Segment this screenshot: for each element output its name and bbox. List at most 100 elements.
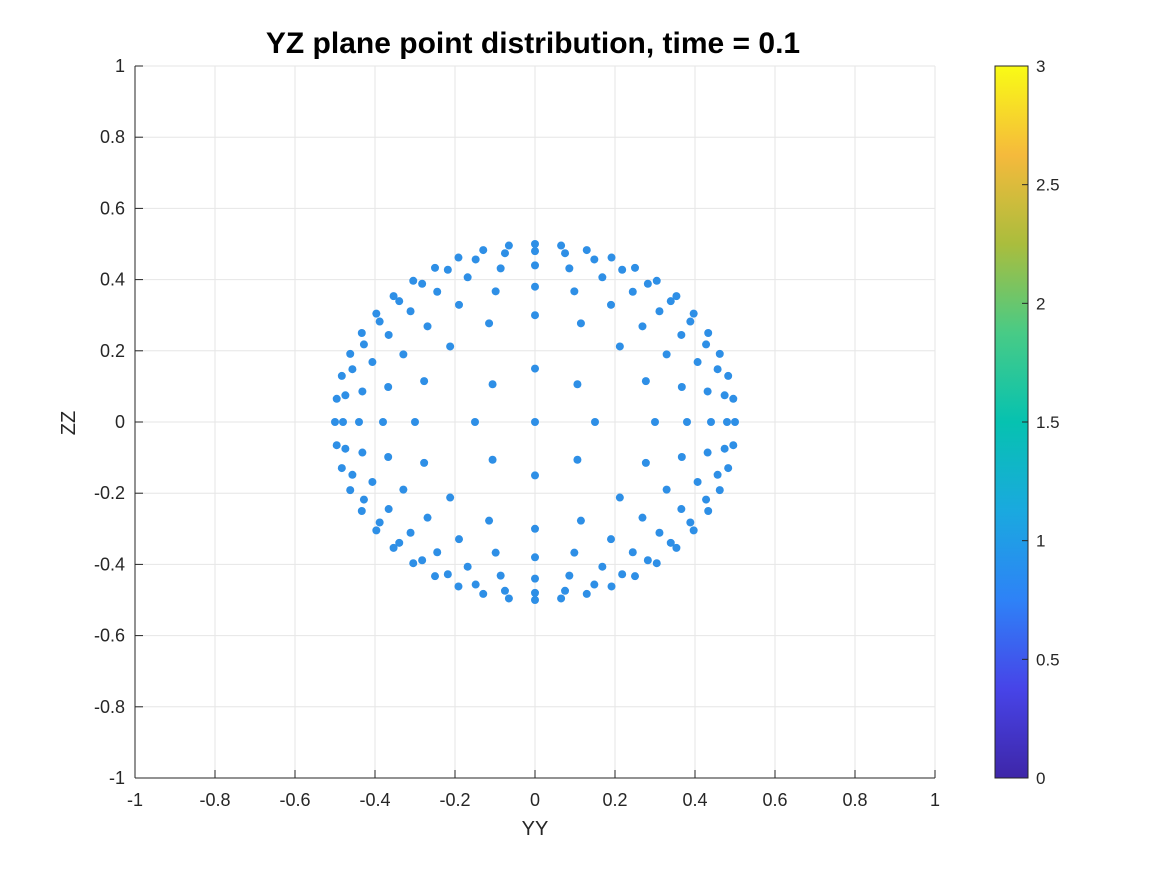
data-point (355, 418, 363, 426)
y-tick-label: -0.2 (94, 483, 125, 503)
data-point (707, 418, 715, 426)
data-point (531, 418, 539, 426)
colorbar-tick-label: 0.5 (1036, 650, 1060, 669)
data-point (652, 559, 661, 568)
data-point (531, 364, 539, 373)
data-point (715, 486, 724, 495)
data-point (573, 380, 582, 389)
data-point (357, 507, 366, 515)
data-point (409, 559, 418, 568)
data-point (337, 371, 346, 380)
chart-title: YZ plane point distribution, time = 0.1 (266, 27, 800, 60)
data-point (409, 276, 418, 285)
data-point (703, 448, 712, 457)
data-point (384, 382, 393, 391)
data-point (463, 562, 472, 571)
data-point (677, 382, 686, 391)
y-tick-label: 0.4 (100, 270, 125, 290)
data-point (607, 253, 616, 262)
data-point (454, 582, 463, 591)
colorbar-tick-label: 1 (1036, 532, 1045, 551)
data-point (531, 588, 539, 597)
data-point (504, 594, 513, 603)
y-tick-label: 0.2 (100, 341, 125, 361)
data-point (500, 249, 509, 258)
data-point (582, 589, 591, 598)
data-point (531, 471, 539, 480)
x-tick-label: 0.4 (682, 790, 707, 810)
data-point (631, 572, 639, 581)
data-point (686, 317, 695, 326)
data-point (702, 340, 711, 349)
data-point (531, 240, 539, 248)
data-point (389, 292, 398, 301)
data-point (411, 418, 419, 426)
x-tick-label: -0.8 (199, 790, 230, 810)
data-point (590, 580, 599, 589)
x-tick-label: 0.8 (842, 790, 867, 810)
data-point (573, 455, 582, 464)
data-point (341, 444, 350, 453)
data-point (561, 586, 570, 595)
data-point (704, 329, 713, 337)
data-point (565, 264, 574, 273)
data-point (420, 377, 429, 386)
data-point (446, 342, 455, 351)
data-point (454, 253, 463, 262)
data-point (346, 486, 355, 495)
data-point (358, 448, 367, 457)
data-point (618, 265, 627, 274)
data-point (406, 528, 415, 537)
data-point (491, 548, 500, 557)
data-point (488, 455, 497, 464)
data-point (590, 255, 599, 264)
data-point (455, 535, 463, 544)
x-tick-label: -1 (127, 790, 143, 810)
data-point (496, 264, 505, 273)
data-point (720, 391, 729, 400)
data-point (638, 322, 647, 331)
data-point (731, 418, 739, 426)
data-point (531, 247, 539, 256)
data-point (655, 528, 664, 537)
data-point (491, 287, 500, 296)
data-point (615, 342, 624, 351)
colorbar-tick-label: 2 (1036, 294, 1045, 313)
x-tick-label: -0.2 (439, 790, 470, 810)
y-tick-label: 0 (115, 412, 125, 432)
data-point (615, 493, 624, 502)
data-point (357, 329, 366, 337)
data-points (331, 240, 739, 604)
y-tick-label: -0.6 (94, 626, 125, 646)
data-point (359, 340, 368, 349)
data-point (395, 538, 404, 547)
data-point (496, 571, 505, 580)
y-tick-label: -0.4 (94, 554, 125, 574)
data-point (433, 548, 442, 557)
data-point (372, 309, 381, 318)
x-tick-label: 0.2 (602, 790, 627, 810)
data-point (598, 562, 607, 571)
data-point (368, 477, 377, 486)
data-point (651, 418, 659, 426)
data-point (418, 556, 427, 565)
data-point (384, 330, 393, 339)
data-point (531, 261, 539, 270)
data-point (463, 273, 472, 282)
data-point (346, 349, 355, 358)
data-point (358, 387, 367, 396)
data-point (677, 505, 686, 514)
data-point (598, 273, 607, 282)
data-point (655, 307, 664, 316)
data-point (628, 287, 637, 296)
data-point (531, 574, 539, 583)
data-point (359, 495, 368, 504)
x-tick-label: 0.6 (762, 790, 787, 810)
data-point (607, 582, 616, 591)
data-point (643, 556, 652, 565)
data-point (702, 495, 711, 504)
data-point (570, 287, 579, 296)
y-tick-label: -0.8 (94, 697, 125, 717)
data-point (337, 464, 346, 473)
data-point (504, 241, 513, 250)
